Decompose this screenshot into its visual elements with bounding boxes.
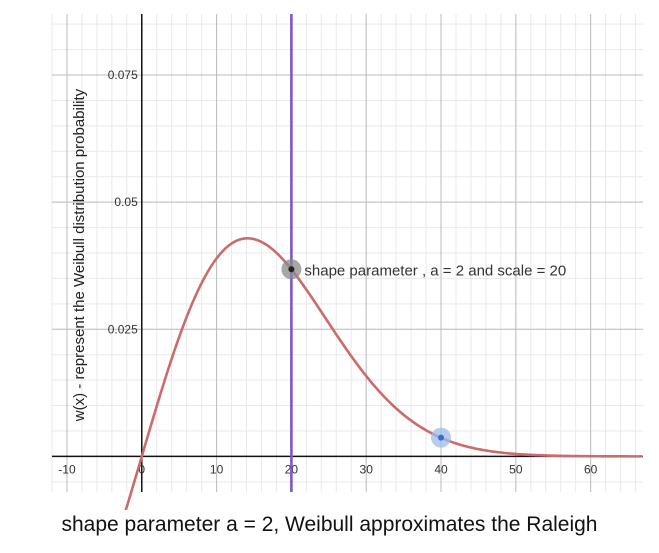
- data-point: [438, 434, 445, 441]
- x-tick-label: 30: [360, 462, 374, 476]
- data-point: [288, 266, 295, 273]
- chart-caption: shape parameter a = 2, Weibull approxima…: [61, 513, 598, 536]
- series-group: [124, 14, 643, 510]
- x-tick-label: 10: [210, 462, 224, 476]
- weibull-pdf-line: [124, 237, 643, 510]
- x-tick-label: 60: [584, 462, 598, 476]
- x-tick-label: 50: [509, 462, 523, 476]
- markers-group: [281, 259, 452, 448]
- y-tick-label: 0.05: [114, 195, 138, 209]
- y-axis-label: w(x) - represent the Weibull distributio…: [71, 88, 88, 422]
- x-tick-label: 0: [138, 462, 145, 476]
- annotation-label: shape parameter , a = 2 and scale = 20: [304, 262, 566, 279]
- y-tick-label: 0.025: [108, 322, 138, 336]
- x-tick-label: 40: [434, 462, 448, 476]
- y-tick-label: 0.075: [108, 68, 138, 82]
- minor-grid: [51, 14, 643, 492]
- x-tick-label: -10: [58, 462, 76, 476]
